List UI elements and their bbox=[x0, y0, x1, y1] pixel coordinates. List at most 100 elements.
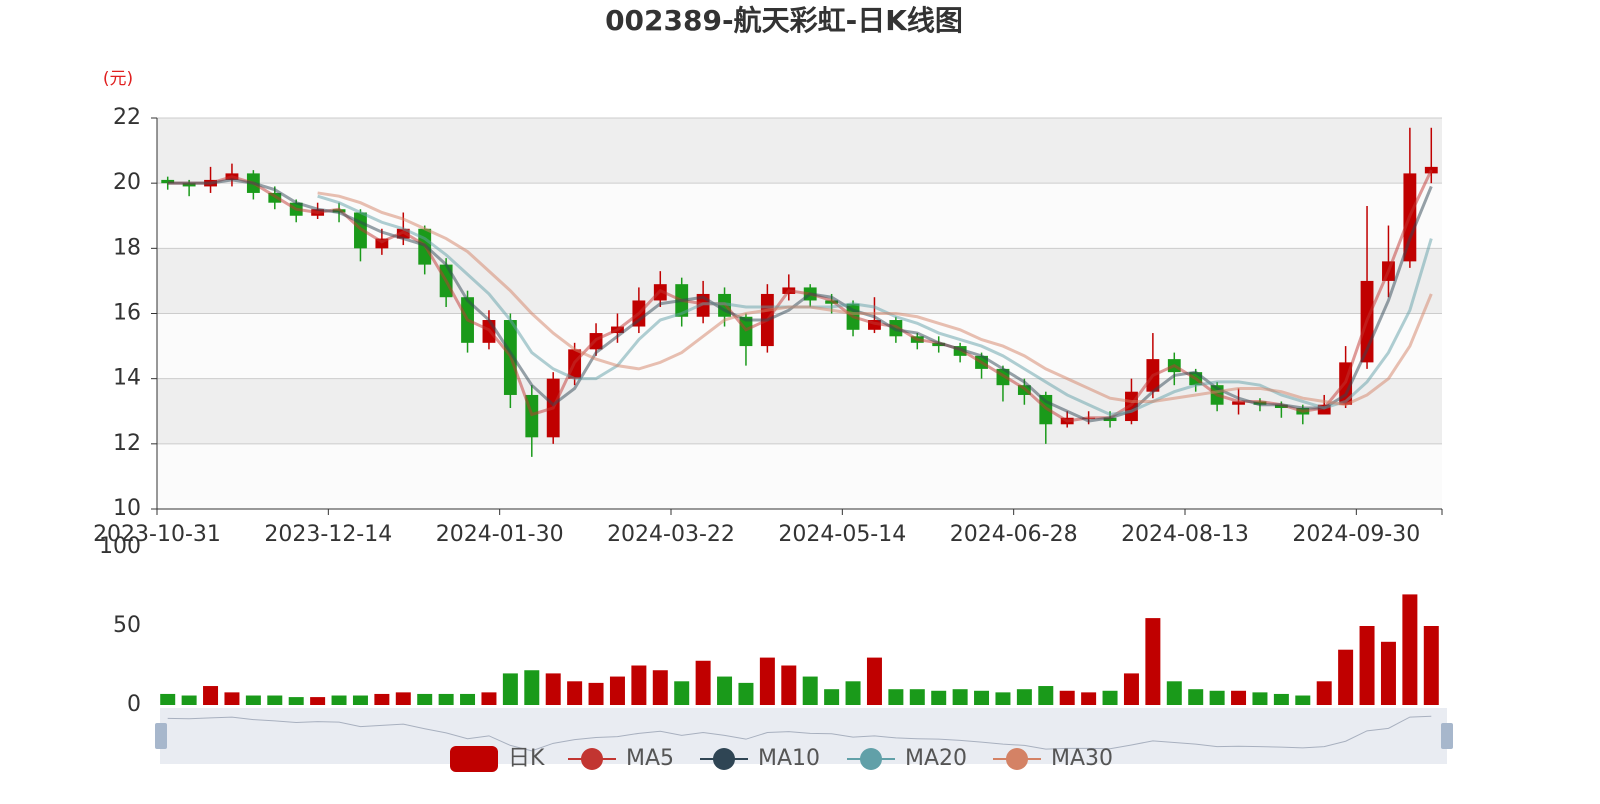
candle-body bbox=[868, 320, 881, 330]
x-tick-label: 2023-10-31 bbox=[93, 522, 221, 547]
y-tick-label: 10 bbox=[113, 496, 141, 521]
split-area bbox=[157, 313, 1442, 379]
zoom-handle-right[interactable] bbox=[1441, 723, 1453, 749]
volume-bar bbox=[1059, 690, 1075, 705]
volume-bar bbox=[824, 689, 840, 705]
legend-swatch-dot bbox=[581, 748, 603, 770]
volume-bar bbox=[245, 695, 261, 705]
volume-bar bbox=[931, 690, 947, 705]
volume-bar bbox=[674, 681, 690, 705]
zoom-preview-line bbox=[167, 715, 1432, 752]
volume-bar bbox=[759, 657, 775, 705]
zoom-handle-left[interactable] bbox=[155, 723, 167, 749]
legend-item[interactable]: MA20 bbox=[847, 746, 967, 771]
legend-label: 日K bbox=[508, 746, 545, 771]
legend-item[interactable]: 日K bbox=[450, 746, 545, 772]
ma-line bbox=[317, 194, 1433, 417]
candle-body bbox=[1317, 404, 1331, 415]
legend-swatch bbox=[450, 746, 498, 772]
chart-title: 002389-航天彩虹-日K线图 bbox=[605, 4, 963, 37]
volume-bar bbox=[460, 693, 476, 705]
candle-body bbox=[182, 183, 196, 187]
volume-bar bbox=[224, 692, 240, 705]
volume-bar bbox=[631, 665, 647, 705]
volume-bar bbox=[1273, 693, 1289, 705]
volume-tick-label: 100 bbox=[99, 534, 141, 559]
x-tick-label: 2024-08-13 bbox=[1121, 522, 1249, 547]
volume-bar bbox=[1123, 673, 1139, 705]
candle-body bbox=[1424, 166, 1438, 174]
volume-bar bbox=[524, 670, 540, 705]
volume-bar bbox=[203, 686, 219, 705]
y-tick-label: 18 bbox=[113, 235, 141, 260]
ma-line bbox=[167, 169, 1433, 423]
volume-tick-label: 0 bbox=[127, 692, 141, 717]
volume-bar bbox=[1145, 618, 1161, 705]
x-tick-label: 2024-01-30 bbox=[436, 522, 564, 547]
legend-swatch-dot bbox=[713, 748, 735, 770]
volume-bar bbox=[652, 670, 668, 705]
ma-line bbox=[317, 191, 1433, 407]
legend-item[interactable]: MA5 bbox=[568, 746, 674, 771]
legend-label: MA10 bbox=[758, 746, 820, 771]
volume-bar bbox=[974, 690, 990, 705]
volume-bar bbox=[695, 660, 711, 705]
legend-label: MA5 bbox=[626, 746, 674, 771]
volume-bar bbox=[160, 693, 176, 705]
volume-bar bbox=[995, 692, 1011, 705]
y-tick-label: 22 bbox=[113, 105, 141, 130]
volume-bar bbox=[952, 689, 968, 705]
x-tick-label: 2024-05-14 bbox=[778, 522, 906, 547]
volume-bar bbox=[781, 665, 797, 705]
volume-bar bbox=[738, 682, 754, 705]
volume-bar bbox=[1338, 649, 1354, 705]
y-tick-label: 14 bbox=[113, 366, 141, 391]
volume-bar bbox=[866, 657, 882, 705]
x-tick-label: 2024-06-28 bbox=[950, 522, 1078, 547]
volume-bar bbox=[1252, 692, 1268, 705]
x-tick-label: 2024-03-22 bbox=[607, 522, 735, 547]
legend-label: MA20 bbox=[905, 746, 967, 771]
zoom-slider[interactable] bbox=[160, 708, 1447, 764]
volume-bar bbox=[288, 697, 304, 705]
x-tick-label: 2023-12-14 bbox=[264, 522, 392, 547]
volume-bar bbox=[1295, 695, 1311, 705]
volume-bar bbox=[395, 692, 411, 705]
volume-bar bbox=[438, 693, 454, 705]
volume-bar bbox=[481, 692, 497, 705]
candle-body bbox=[1253, 401, 1267, 405]
y-tick-label: 16 bbox=[113, 301, 141, 326]
volume-bar bbox=[1188, 689, 1204, 705]
volume-bar bbox=[1423, 626, 1439, 705]
volume-bar bbox=[310, 697, 326, 705]
y-axis-label: (元) bbox=[103, 69, 133, 89]
volume-bar bbox=[802, 676, 818, 705]
volume-bar bbox=[1316, 681, 1332, 705]
split-area bbox=[157, 443, 1442, 509]
volume-bar bbox=[1380, 641, 1396, 705]
volume-bar bbox=[417, 693, 433, 705]
split-area bbox=[157, 118, 1442, 184]
volume-bar bbox=[1402, 594, 1418, 705]
x-tick-label: 2024-09-30 bbox=[1292, 522, 1420, 547]
volume-bar bbox=[888, 689, 904, 705]
volume-bar bbox=[1359, 626, 1375, 705]
candle-body bbox=[161, 179, 175, 184]
legend-item[interactable]: MA10 bbox=[700, 746, 820, 771]
volume-bar bbox=[567, 681, 583, 705]
volume-bar bbox=[1038, 686, 1054, 705]
volume-tick-label: 50 bbox=[113, 613, 141, 638]
legend-swatch-dot bbox=[860, 748, 882, 770]
volume-bar bbox=[1209, 690, 1225, 705]
legend-item[interactable]: MA30 bbox=[993, 746, 1113, 771]
candle-body bbox=[932, 342, 946, 347]
volume-bar bbox=[1016, 689, 1032, 705]
volume-bar bbox=[1231, 690, 1247, 705]
volume-bar bbox=[181, 695, 197, 705]
volume-bar bbox=[1166, 681, 1182, 705]
volume-bar bbox=[267, 695, 283, 705]
volume-bar bbox=[331, 695, 347, 705]
y-tick-label: 12 bbox=[113, 431, 141, 456]
